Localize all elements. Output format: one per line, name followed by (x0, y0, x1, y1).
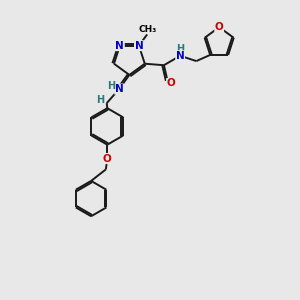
Text: N: N (176, 51, 184, 61)
Text: O: O (103, 154, 112, 164)
Text: H: H (107, 81, 115, 91)
Text: O: O (167, 79, 176, 88)
Text: H: H (176, 44, 184, 54)
Text: N: N (115, 84, 124, 94)
Text: N: N (134, 40, 143, 51)
Text: CH₃: CH₃ (138, 25, 156, 34)
Text: O: O (215, 22, 224, 32)
Text: N: N (116, 40, 124, 51)
Text: H: H (96, 95, 104, 105)
